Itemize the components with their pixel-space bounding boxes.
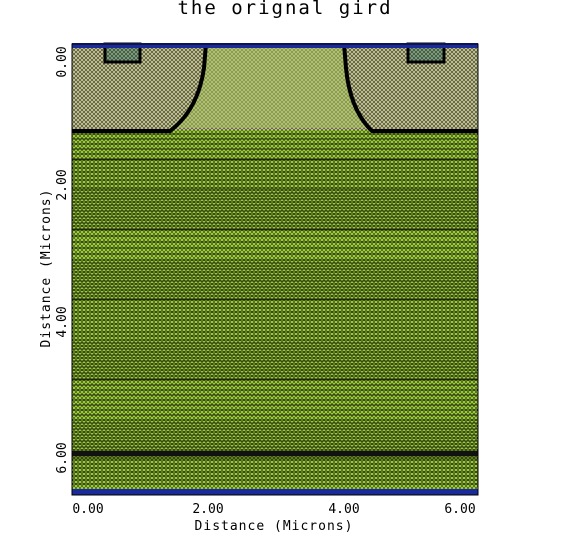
x-tick-label: 0.00 bbox=[72, 502, 103, 517]
plot-frame bbox=[71, 43, 479, 496]
x-axis: 0.00 2.00 4.00 6.00 Distance (Microns) bbox=[72, 502, 475, 534]
y-tick-label: 6.00 bbox=[55, 442, 70, 473]
y-axis: 0.00 2.00 4.00 6.00 Distance (Microns) bbox=[39, 46, 70, 473]
plot-area bbox=[71, 42, 479, 496]
top-contact-bar bbox=[72, 43, 478, 48]
x-tick-label: 4.00 bbox=[328, 502, 359, 517]
y-tick-label: 4.00 bbox=[55, 306, 70, 337]
bottom-contact-bar bbox=[72, 489, 478, 495]
x-axis-label: Distance (Microns) bbox=[195, 519, 354, 534]
mesh-lines bbox=[72, 133, 478, 485]
plot-title: the orignal gird bbox=[177, 0, 393, 19]
left-junction-boundary bbox=[72, 43, 208, 133]
x-tick-label: 6.00 bbox=[444, 502, 475, 517]
dense-mesh-band bbox=[72, 451, 478, 456]
y-tick-label: 2.00 bbox=[55, 169, 70, 200]
channel-region bbox=[170, 44, 372, 128]
y-tick-label: 0.00 bbox=[55, 46, 70, 77]
y-axis-label: Distance (Microns) bbox=[39, 189, 54, 348]
right-junction-boundary bbox=[342, 43, 478, 133]
x-tick-label: 2.00 bbox=[192, 502, 223, 517]
